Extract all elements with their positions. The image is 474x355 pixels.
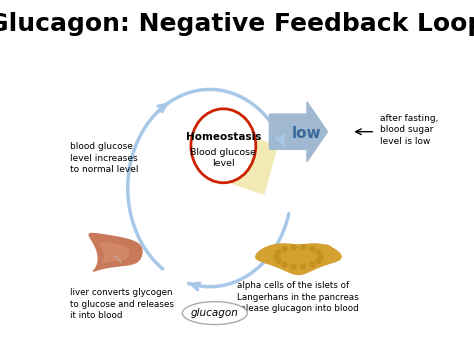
Circle shape (275, 258, 282, 264)
Circle shape (275, 249, 282, 256)
Circle shape (273, 253, 279, 260)
Circle shape (317, 245, 334, 262)
Circle shape (301, 263, 307, 269)
Polygon shape (256, 244, 341, 274)
Circle shape (291, 244, 297, 250)
Circle shape (315, 249, 321, 256)
Circle shape (315, 258, 321, 264)
Text: glucagon: glucagon (191, 308, 239, 318)
Ellipse shape (182, 302, 247, 324)
Text: alpha cells of the islets of
Langerhans in the pancreas
release glucagon into bl: alpha cells of the islets of Langerhans … (237, 282, 359, 313)
Text: Blood glucose
level: Blood glucose level (191, 148, 256, 168)
Circle shape (309, 261, 315, 268)
Text: liver converts glycogen
to glucose and releases
it into blood: liver converts glycogen to glucose and r… (70, 289, 174, 320)
Polygon shape (100, 242, 128, 263)
Circle shape (301, 244, 307, 250)
Text: low: low (292, 126, 322, 141)
Polygon shape (89, 234, 142, 271)
Circle shape (291, 263, 297, 269)
Circle shape (282, 261, 288, 268)
Polygon shape (269, 102, 328, 162)
Text: Glucagon: Negative Feedback Loop: Glucagon: Negative Feedback Loop (0, 12, 474, 36)
Text: blood glucose
level increases
to normal level: blood glucose level increases to normal … (70, 142, 138, 174)
Ellipse shape (191, 109, 256, 183)
Text: after fasting,
blood sugar
level is low: after fasting, blood sugar level is low (380, 114, 439, 146)
Circle shape (318, 253, 324, 260)
Circle shape (282, 246, 288, 252)
Polygon shape (223, 128, 278, 195)
Text: Homeostasis: Homeostasis (186, 132, 261, 142)
Circle shape (309, 246, 315, 252)
